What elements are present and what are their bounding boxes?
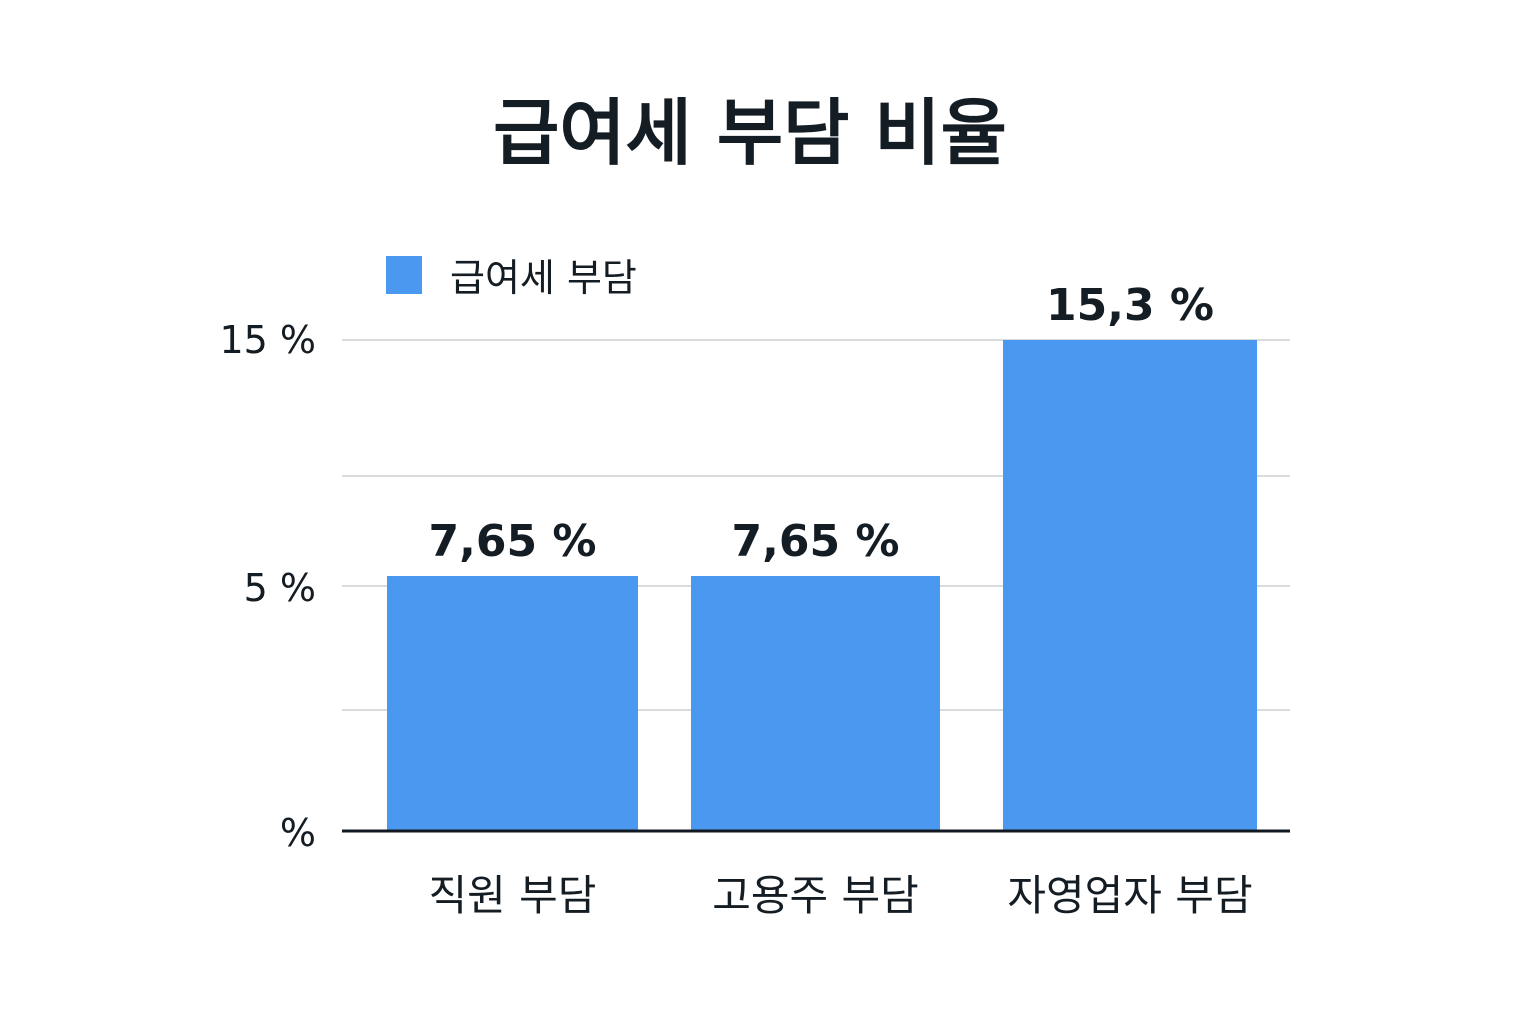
y-tick-label: % [280,811,316,855]
y-tick-label: 5 % [244,566,316,610]
x-axis-categories: 직원 부담 고용주 부담 자영업자 부담 [429,871,1253,920]
data-labels: 7,65 % 7,65 % 15,3 % [429,280,1214,567]
bar-value-label: 7,65 % [429,516,597,567]
legend-swatch [386,256,422,294]
legend-label: 급여세 부담 [450,256,637,300]
y-axis-ticks: % 5 % 15 % [219,318,316,855]
category-label: 직원 부담 [429,871,597,920]
legend: 급여세 부담 [386,256,637,300]
y-tick-label: 15 % [219,318,316,362]
bar [387,576,638,831]
bar [691,576,940,831]
bar-value-label: 15,3 % [1046,280,1214,331]
bar [1003,340,1257,831]
chart-title: 급여세 부담 비율 [493,91,1007,175]
category-label: 고용주 부담 [712,871,919,920]
category-label: 자영업자 부담 [1007,871,1252,920]
bars [387,340,1257,831]
bar-value-label: 7,65 % [732,516,900,567]
